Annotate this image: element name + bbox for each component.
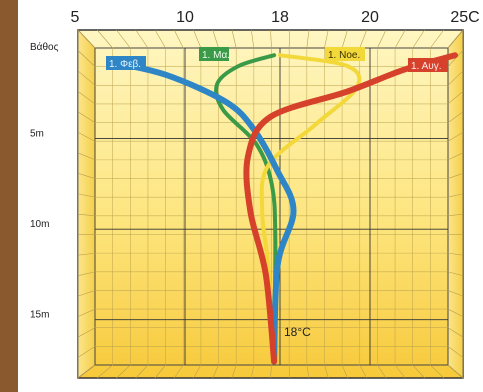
annotation-label: 18°C bbox=[284, 325, 311, 339]
x-tick-label: 18 bbox=[271, 9, 289, 26]
x-tick-label: 10 bbox=[176, 9, 194, 26]
legend-label: 1. Φεβ. bbox=[109, 59, 141, 70]
series-line bbox=[259, 53, 362, 364]
series-line bbox=[214, 53, 278, 364]
x-tick-label: 25C bbox=[450, 9, 479, 26]
legend-label: 1. Αυγ. bbox=[411, 61, 441, 72]
legend-swatch bbox=[199, 47, 229, 61]
legend-swatch bbox=[106, 56, 146, 70]
legend-swatch bbox=[325, 47, 365, 61]
y-axis-label: Βάθος bbox=[30, 41, 59, 53]
y-tick-label: 15m bbox=[30, 310, 49, 321]
y-tick-label: 5m bbox=[30, 129, 44, 140]
chart-grid bbox=[77, 29, 464, 379]
x-tick-label: 5 bbox=[71, 9, 80, 26]
chart-legend: 1. Φεβ. 1. Μα. 1. Noe. 1. Αυγ. bbox=[106, 47, 448, 72]
series-line bbox=[110, 59, 297, 365]
chart-axes: 5 10 18 20 25C Βάθος 5m 10m 15m 18°C bbox=[30, 9, 480, 339]
legend-label: 1. Μα. bbox=[202, 50, 230, 61]
legend-label: 1. Noe. bbox=[328, 50, 360, 61]
y-tick-label: 10m bbox=[30, 219, 49, 230]
chart-svg: 5 10 18 20 25C Βάθος 5m 10m 15m 18°C 1. Φεβ. 1. Μα… bbox=[30, 9, 480, 379]
legend-swatch bbox=[408, 58, 448, 72]
chart-panel: 5 10 18 20 25C Βάθος 5m 10m 15m 18°C 1. Φεβ. 1. Μα… bbox=[18, 0, 483, 392]
series-line bbox=[243, 52, 458, 365]
chart-series bbox=[110, 52, 458, 365]
x-tick-label: 20 bbox=[361, 9, 379, 26]
